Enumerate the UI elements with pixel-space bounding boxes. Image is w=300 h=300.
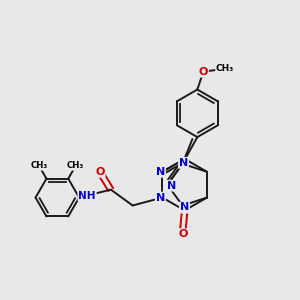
Text: N: N	[167, 181, 176, 191]
Text: CH₃: CH₃	[31, 161, 48, 170]
Text: CH₃: CH₃	[67, 161, 84, 170]
Text: N: N	[180, 202, 189, 212]
Text: N: N	[179, 158, 188, 168]
Text: O: O	[95, 167, 105, 177]
Text: NH: NH	[78, 190, 96, 201]
Text: CH₃: CH₃	[216, 64, 234, 73]
Text: N: N	[156, 167, 165, 177]
Text: O: O	[199, 67, 208, 77]
Text: N: N	[156, 193, 165, 202]
Text: O: O	[178, 229, 188, 239]
